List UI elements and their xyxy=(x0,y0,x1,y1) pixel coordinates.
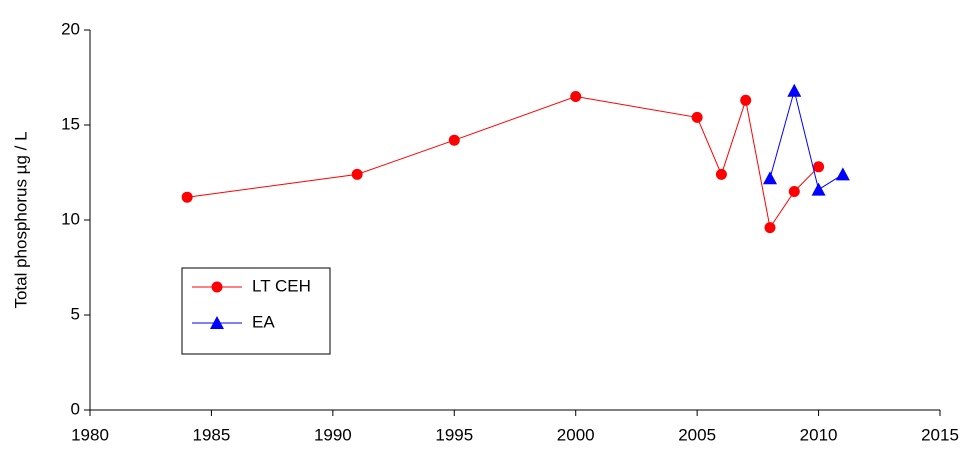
data-point xyxy=(570,91,582,102)
data-point xyxy=(813,161,825,173)
legend-label: LT CEH xyxy=(252,276,311,295)
data-point xyxy=(787,83,802,97)
data-point xyxy=(448,134,460,146)
data-point xyxy=(763,171,777,185)
x-tick-label: 1985 xyxy=(193,425,231,444)
series-line xyxy=(769,88,844,191)
x-tick-label: 2010 xyxy=(800,425,838,444)
y-tick-label: 15 xyxy=(61,114,80,133)
legend-marker xyxy=(211,281,223,293)
legend-label: EA xyxy=(252,312,275,331)
data-point xyxy=(788,186,800,197)
x-tick-label: 1995 xyxy=(435,425,473,444)
data-point xyxy=(764,222,776,234)
x-tick-label: 1990 xyxy=(314,425,352,444)
x-tick-label: 2000 xyxy=(557,425,595,444)
data-point xyxy=(181,191,193,203)
y-tick-label: 5 xyxy=(71,304,80,323)
data-point xyxy=(691,111,703,123)
data-point xyxy=(740,94,752,106)
y-tick-label: 10 xyxy=(61,209,80,228)
y-tick-label: 0 xyxy=(71,399,80,418)
y-tick-label: 20 xyxy=(61,19,80,38)
data-point xyxy=(715,168,727,180)
x-tick-label: 2005 xyxy=(678,425,716,444)
data-point xyxy=(811,182,826,196)
legend-marker xyxy=(210,316,224,329)
x-tick-label: 2015 xyxy=(921,425,959,444)
x-tick-label: 1980 xyxy=(71,425,109,444)
legend-box xyxy=(181,267,331,355)
y-axis-label: Total phosphorus µg / L xyxy=(11,131,30,308)
series-line xyxy=(187,95,819,229)
data-point xyxy=(835,167,850,181)
data-point xyxy=(351,168,363,180)
